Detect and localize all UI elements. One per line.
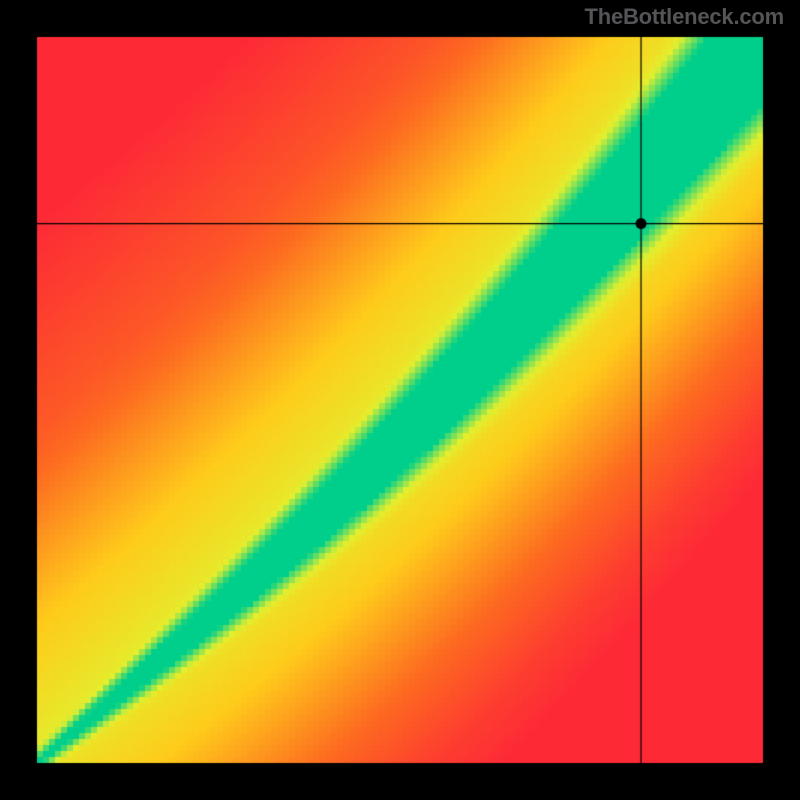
bottleneck-heatmap <box>0 0 800 800</box>
attribution-text: TheBottleneck.com <box>584 4 784 30</box>
